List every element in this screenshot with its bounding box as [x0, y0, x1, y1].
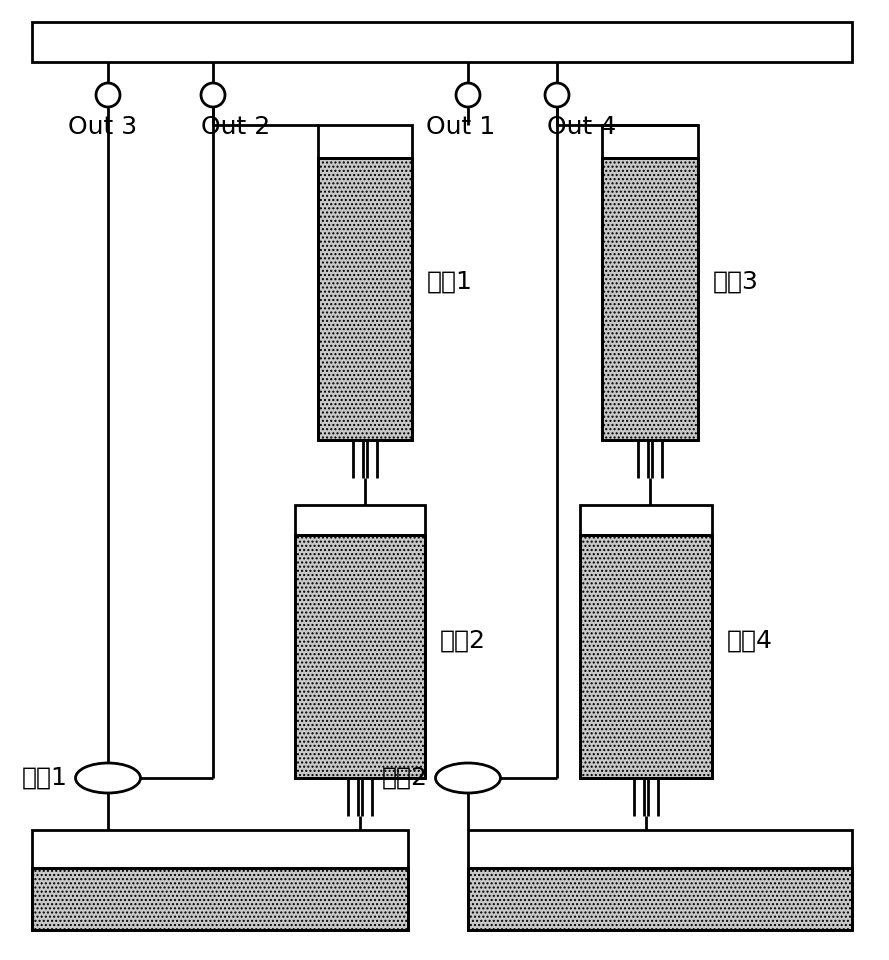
Text: Out 1: Out 1 — [426, 115, 495, 139]
Polygon shape — [295, 535, 425, 778]
Circle shape — [96, 83, 120, 107]
Text: Out 4: Out 4 — [547, 115, 616, 139]
Text: 水筘4: 水筘4 — [727, 629, 773, 653]
Text: 水泵1: 水泵1 — [22, 766, 68, 790]
Polygon shape — [580, 535, 712, 778]
Polygon shape — [602, 158, 698, 440]
Circle shape — [456, 83, 480, 107]
Polygon shape — [32, 22, 852, 62]
Polygon shape — [468, 868, 852, 930]
Circle shape — [545, 83, 569, 107]
Text: 水泵2: 水泵2 — [382, 766, 428, 790]
Text: 水筘1: 水筘1 — [427, 270, 473, 294]
Circle shape — [201, 83, 225, 107]
Ellipse shape — [436, 763, 501, 793]
Text: Out 3: Out 3 — [68, 115, 137, 139]
Text: Out 2: Out 2 — [201, 115, 270, 139]
Ellipse shape — [76, 763, 140, 793]
Text: 水筘3: 水筘3 — [713, 270, 759, 294]
Polygon shape — [318, 158, 412, 440]
Text: 水筘2: 水筘2 — [440, 629, 486, 653]
Polygon shape — [32, 868, 408, 930]
